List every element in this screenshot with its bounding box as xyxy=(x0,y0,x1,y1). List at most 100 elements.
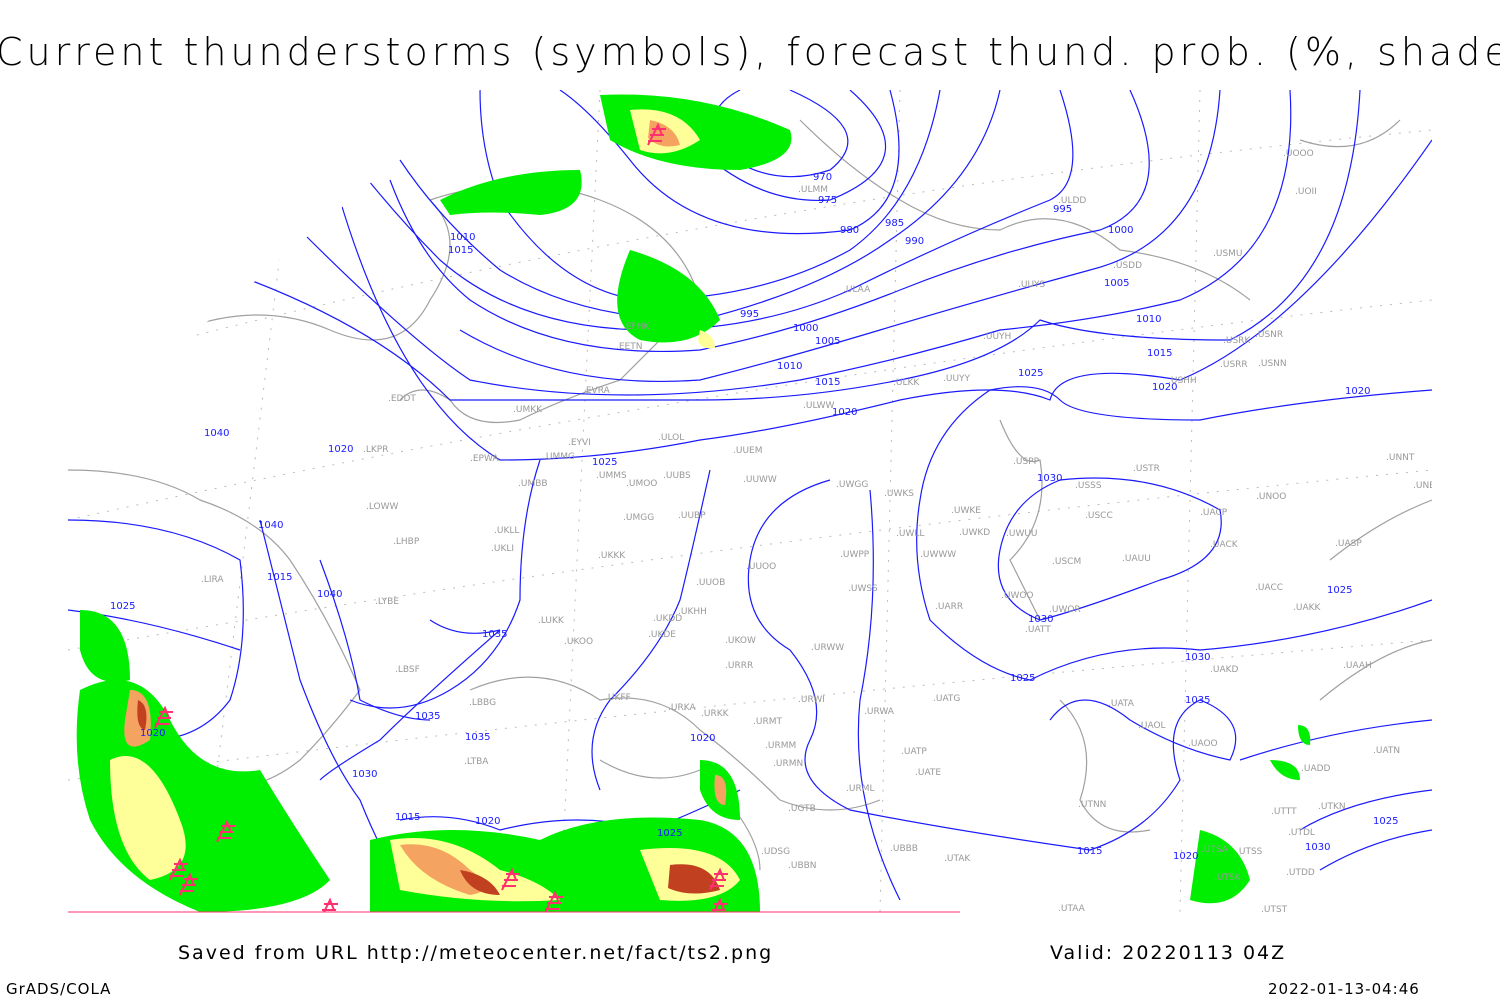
station-label: .USCM xyxy=(1052,557,1081,567)
station-label: .EFHK xyxy=(623,322,650,332)
station-label: .UUOO xyxy=(746,562,776,572)
station-label: .EETN xyxy=(616,342,642,352)
station-label: .URRR xyxy=(725,661,753,671)
station-label: .UWLL xyxy=(896,529,924,539)
station-label: .USMU xyxy=(1213,249,1243,259)
isobar-label: 1000 xyxy=(793,323,818,334)
station-label: .UKHH xyxy=(678,607,707,617)
station-label: .UTSK xyxy=(1214,873,1242,883)
isobar-label: 1030 xyxy=(1185,652,1210,663)
station-label: .URKK xyxy=(701,709,730,719)
station-label: .UWUU xyxy=(1006,529,1038,539)
isobar-label: 1025 xyxy=(1018,368,1043,379)
station-label: .EYVI xyxy=(568,438,591,448)
isobar-label: 1000 xyxy=(1108,225,1133,236)
station-label: .UNBB xyxy=(1413,481,1442,491)
station-label: .LBSF xyxy=(395,665,420,675)
station-label: .UNOO xyxy=(1256,492,1286,502)
station-label: .UUEM xyxy=(733,446,763,456)
map-title: Current thunderstorms (symbols), forecas… xyxy=(0,30,1500,74)
station-label: .UWPP xyxy=(840,550,870,560)
source-url: Saved from URL http://meteocenter.net/fa… xyxy=(178,942,774,964)
station-label: .URML xyxy=(846,784,874,794)
station-label: .USDD xyxy=(1113,261,1142,271)
station-label: .UTDD xyxy=(1286,868,1315,878)
station-label: .UADD xyxy=(1301,764,1331,774)
station-label: .ULMM xyxy=(798,185,828,195)
station-label: .UMMS xyxy=(596,471,627,481)
isobar-label: 1030 xyxy=(1305,842,1330,853)
station-label: .USNN xyxy=(1258,359,1287,369)
station-label: .UASP xyxy=(1335,539,1362,549)
station-label: .UBBN xyxy=(788,861,817,871)
station-label: .URWW xyxy=(811,643,844,653)
station-label: .UWKS xyxy=(884,489,914,499)
station-label: .UOOO xyxy=(1283,149,1314,159)
isobar-label: 1025 xyxy=(1373,816,1398,827)
station-label: .UUYS xyxy=(1018,280,1046,290)
station-label: .URMM xyxy=(765,741,796,751)
station-label: .EVRA xyxy=(583,386,611,396)
station-label: .UKLI xyxy=(491,544,514,554)
station-label: .USCC xyxy=(1085,511,1113,521)
station-label: .UATE xyxy=(915,768,941,778)
station-label: .UAOO xyxy=(1188,739,1218,749)
isobar-label: 995 xyxy=(740,309,759,320)
station-label: .EDDT xyxy=(388,394,416,404)
thunderstorm-symbol xyxy=(319,897,338,912)
station-label: .UOII xyxy=(1295,187,1317,197)
station-label: .URKA xyxy=(668,703,696,713)
isobar-label: 1030 xyxy=(1037,473,1062,484)
station-label: .UTDL xyxy=(1288,828,1315,838)
station-label: .EPWA xyxy=(470,454,499,464)
isobar-label: 1040 xyxy=(204,428,229,439)
station-label: .UMOO xyxy=(626,479,657,489)
station-label: .ULWW xyxy=(803,401,835,411)
station-label: .LKPR xyxy=(363,445,388,455)
isobar-label: 1020 xyxy=(140,728,165,739)
station-label: .UATG xyxy=(933,694,960,704)
thunderstorm-symbol xyxy=(169,857,188,881)
station-label: .UACP xyxy=(1200,508,1228,518)
station-label: .UTAK xyxy=(944,854,971,864)
isobar-label: 1025 xyxy=(1010,673,1035,684)
station-label: .UWOR xyxy=(1049,605,1081,615)
station-label: .UWWW xyxy=(920,550,956,560)
station-label: .USPP xyxy=(1013,457,1040,467)
station-label: .LIRA xyxy=(201,575,224,585)
station-label: .ULDD xyxy=(1058,196,1086,206)
isobars xyxy=(68,90,1432,901)
isobar-label: 1020 xyxy=(1152,382,1177,393)
station-label: .USTR xyxy=(1133,464,1160,474)
station-label: .UUYY xyxy=(943,374,971,384)
station-label: .UUBS xyxy=(663,471,691,481)
station-label: .UKFF xyxy=(605,693,631,703)
station-label: .USSS xyxy=(1075,481,1102,491)
thunderstorm-symbol xyxy=(216,819,235,843)
station-label: .UAUU xyxy=(1122,554,1151,564)
station-label: .UUBP xyxy=(678,511,706,521)
station-label: .LTBA xyxy=(464,757,489,767)
station-label: .USRK xyxy=(1223,336,1251,346)
thunderstorm-symbol xyxy=(179,872,198,896)
station-label: .UMBB xyxy=(518,479,548,489)
isobar-label: 1010 xyxy=(450,232,475,243)
station-label: .ULOL xyxy=(658,433,684,443)
isobar-label: 1035 xyxy=(415,711,440,722)
station-label: .LBBG xyxy=(469,698,496,708)
station-label: .UKOW xyxy=(725,636,756,646)
isobar-label: 1020 xyxy=(832,407,857,418)
station-label: .ULAA xyxy=(843,285,871,295)
isobar-label: 1015 xyxy=(267,572,292,583)
station-label: .UKDD xyxy=(653,614,682,624)
station-label: .URWA xyxy=(864,707,895,717)
station-label: .USHH xyxy=(1168,376,1197,386)
station-label: .LUKK xyxy=(538,616,565,626)
thunderstorm-symbol xyxy=(709,897,728,912)
isobar-label: 1035 xyxy=(1185,695,1210,706)
station-label: .UACK xyxy=(1210,540,1239,550)
isobar-label: 1020 xyxy=(475,816,500,827)
isobar-label: 1015 xyxy=(1147,348,1172,359)
isobar-label: 1020 xyxy=(1345,386,1370,397)
